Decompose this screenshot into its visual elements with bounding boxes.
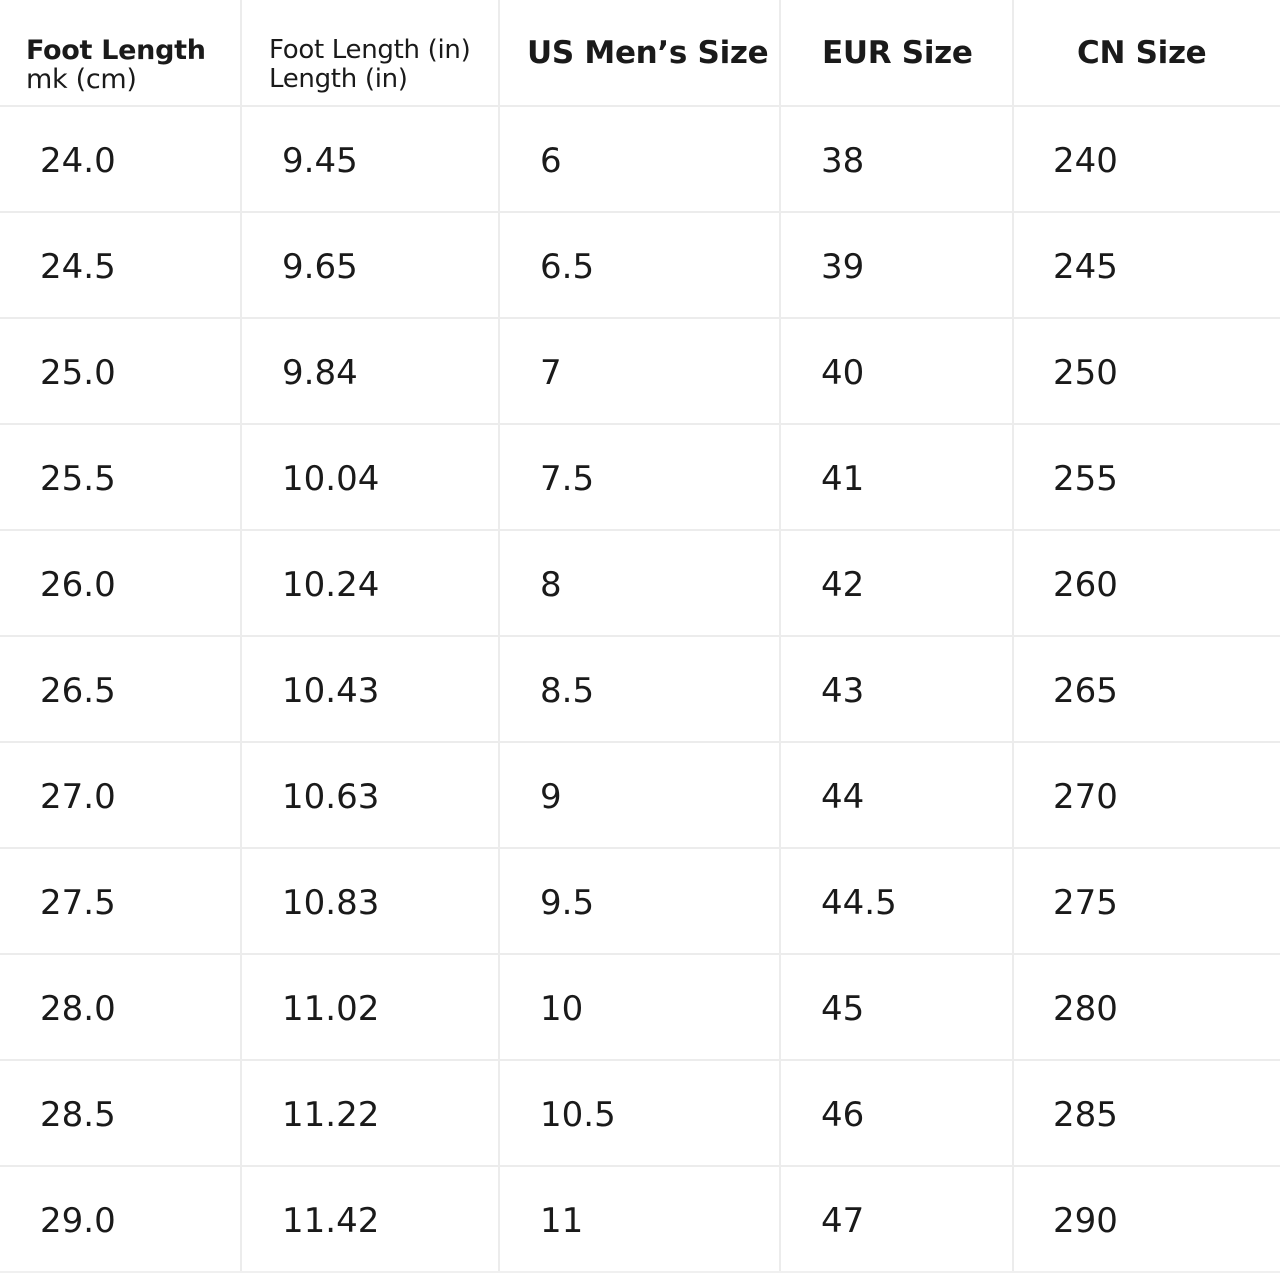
table-row: 26.5 10.43 8.5 43 265 <box>0 636 1280 743</box>
eur-size-cell: 46 <box>780 1060 1014 1167</box>
foot-length-in-cell: 10.63 <box>241 742 500 849</box>
cn-size-cell: 285 <box>1013 1060 1280 1167</box>
cn-size-cell: 260 <box>1013 530 1280 637</box>
foot-length-cm-cell: 24.0 <box>0 106 242 213</box>
eur-size-cell: 41 <box>780 424 1014 531</box>
us-mens-size-cell: 9.5 <box>499 848 781 955</box>
cn-size-cell: 270 <box>1013 742 1280 849</box>
foot-length-cm-cell: 24.5 <box>0 212 242 319</box>
table-body: 24.0 9.45 6 38 240 24.5 9.65 6.5 39 245 25.0 9.84 7 4… <box>0 106 1280 1273</box>
us-mens-size-cell: 10 <box>499 954 781 1061</box>
cn-size-cell: 280 <box>1013 954 1280 1061</box>
header-row: Foot Length mk (cm) Foot Length (in) Len… <box>0 0 1280 107</box>
header-foot-length-in-sub: Length (in) <box>269 64 408 94</box>
cn-size-cell: 245 <box>1013 212 1280 319</box>
table-row: 28.0 11.02 10 45 280 <box>0 954 1280 1061</box>
cn-size-cell: 275 <box>1013 848 1280 955</box>
header-foot-length-cm: Foot Length mk (cm) <box>0 0 242 107</box>
us-mens-size-cell: 7 <box>499 318 781 425</box>
foot-length-in-cell: 11.02 <box>241 954 500 1061</box>
table-row: 24.5 9.65 6.5 39 245 <box>0 212 1280 319</box>
foot-length-cm-cell: 28.0 <box>0 954 242 1061</box>
foot-length-in-cell: 9.45 <box>241 106 500 213</box>
foot-length-cm-cell: 26.5 <box>0 636 242 743</box>
table-row: 28.5 11.22 10.5 46 285 <box>0 1060 1280 1167</box>
cn-size-cell: 255 <box>1013 424 1280 531</box>
table-row: 27.0 10.63 9 44 270 <box>0 742 1280 849</box>
us-mens-size-cell: 11 <box>499 1166 781 1273</box>
foot-length-in-cell: 9.65 <box>241 212 500 319</box>
eur-size-cell: 43 <box>780 636 1014 743</box>
cn-size-cell: 290 <box>1013 1166 1280 1273</box>
us-mens-size-cell: 6 <box>499 106 781 213</box>
table-row: 27.5 10.83 9.5 44.5 275 <box>0 848 1280 955</box>
eur-size-cell: 44.5 <box>780 848 1014 955</box>
table-row: 26.0 10.24 8 42 260 <box>0 530 1280 637</box>
us-mens-size-cell: 8 <box>499 530 781 637</box>
header-cn-size: CN Size <box>1013 0 1280 107</box>
foot-length-in-cell: 11.22 <box>241 1060 500 1167</box>
header-foot-length-cm-sub: mk (cm) <box>26 64 137 95</box>
eur-size-cell: 39 <box>780 212 1014 319</box>
table-row: 29.0 11.42 11 47 290 <box>0 1166 1280 1273</box>
eur-size-cell: 42 <box>780 530 1014 637</box>
us-mens-size-cell: 7.5 <box>499 424 781 531</box>
cn-size-cell: 240 <box>1013 106 1280 213</box>
foot-length-in-cell: 10.24 <box>241 530 500 637</box>
foot-length-cm-cell: 27.5 <box>0 848 242 955</box>
foot-length-in-cell: 11.42 <box>241 1166 500 1273</box>
us-mens-size-cell: 10.5 <box>499 1060 781 1167</box>
cn-size-cell: 265 <box>1013 636 1280 743</box>
foot-length-in-cell: 9.84 <box>241 318 500 425</box>
eur-size-cell: 38 <box>780 106 1014 213</box>
table-row: 25.0 9.84 7 40 250 <box>0 318 1280 425</box>
foot-length-cm-cell: 27.0 <box>0 742 242 849</box>
header-foot-length-cm-label: Foot Length <box>26 35 206 66</box>
header-eur-size: EUR Size <box>780 0 1014 107</box>
eur-size-cell: 47 <box>780 1166 1014 1273</box>
eur-size-cell: 40 <box>780 318 1014 425</box>
eur-size-cell: 45 <box>780 954 1014 1061</box>
foot-length-in-cell: 10.83 <box>241 848 500 955</box>
header-foot-length-in: Foot Length (in) Length (in) <box>241 0 500 107</box>
eur-size-cell: 44 <box>780 742 1014 849</box>
table-row: 24.0 9.45 6 38 240 <box>0 106 1280 213</box>
foot-length-cm-cell: 25.0 <box>0 318 242 425</box>
foot-length-cm-cell: 26.0 <box>0 530 242 637</box>
table-row: 25.5 10.04 7.5 41 255 <box>0 424 1280 531</box>
us-mens-size-cell: 9 <box>499 742 781 849</box>
us-mens-size-cell: 6.5 <box>499 212 781 319</box>
foot-length-in-cell: 10.43 <box>241 636 500 743</box>
foot-length-cm-cell: 25.5 <box>0 424 242 531</box>
us-mens-size-cell: 8.5 <box>499 636 781 743</box>
header-foot-length-in-label: Foot Length (in) <box>269 35 471 65</box>
foot-length-cm-cell: 29.0 <box>0 1166 242 1273</box>
cn-size-cell: 250 <box>1013 318 1280 425</box>
foot-length-in-cell: 10.04 <box>241 424 500 531</box>
foot-length-cm-cell: 28.5 <box>0 1060 242 1167</box>
header-us-mens-size: US Men’s Size <box>499 0 781 107</box>
